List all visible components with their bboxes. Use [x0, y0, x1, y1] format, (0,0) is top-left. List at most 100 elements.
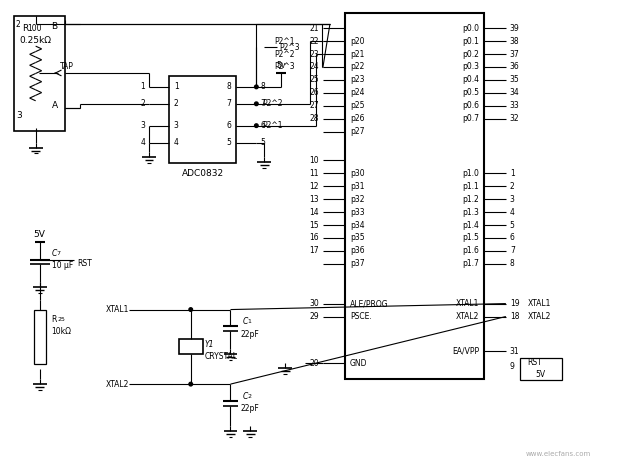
Text: 10 μF: 10 μF: [51, 261, 73, 270]
Text: 26: 26: [310, 88, 319, 97]
Text: 3: 3: [510, 195, 515, 204]
Bar: [169, 76, 237, 164]
Text: 32: 32: [510, 114, 519, 123]
Text: 13: 13: [310, 195, 319, 204]
Text: p27: p27: [350, 127, 364, 136]
Text: 2: 2: [510, 182, 514, 191]
Text: p1.2: p1.2: [462, 195, 479, 204]
Text: XTAL2: XTAL2: [456, 312, 479, 321]
Text: 1: 1: [510, 169, 514, 178]
Text: 8: 8: [510, 259, 514, 268]
Text: 10kΩ: 10kΩ: [51, 327, 72, 336]
Text: EA/VPP: EA/VPP: [452, 347, 479, 356]
Text: 22pF: 22pF: [241, 330, 259, 339]
Text: p22: p22: [350, 63, 364, 71]
Text: 22pF: 22pF: [241, 405, 259, 414]
Text: 6: 6: [510, 234, 515, 243]
Text: 30: 30: [309, 299, 319, 308]
Text: 4: 4: [140, 138, 145, 147]
Text: p0.5: p0.5: [462, 88, 479, 97]
Text: p0.1: p0.1: [462, 37, 479, 46]
Text: B: B: [51, 22, 58, 31]
Text: RST: RST: [77, 259, 92, 268]
Text: C: C: [242, 392, 248, 400]
Text: p1.7: p1.7: [462, 259, 479, 268]
Text: 3: 3: [174, 121, 179, 130]
Text: 100: 100: [28, 24, 42, 33]
Text: p0.4: p0.4: [462, 75, 479, 85]
Circle shape: [189, 382, 193, 386]
Text: Y1: Y1: [205, 340, 214, 349]
Text: p33: p33: [350, 208, 364, 217]
Text: p32: p32: [350, 195, 364, 204]
Text: 17: 17: [310, 246, 319, 255]
Text: 38: 38: [510, 37, 519, 46]
Text: 2: 2: [16, 20, 21, 29]
Text: p23: p23: [350, 75, 364, 85]
Text: 31: 31: [510, 347, 519, 356]
Text: 6: 6: [227, 121, 232, 130]
Text: p1.6: p1.6: [462, 246, 479, 255]
Text: p1.1: p1.1: [462, 182, 479, 191]
Text: 4: 4: [510, 208, 515, 217]
Text: XTAL1: XTAL1: [528, 299, 551, 308]
Text: 22: 22: [310, 37, 319, 46]
Text: TAP: TAP: [60, 62, 73, 71]
Text: 7: 7: [227, 99, 232, 108]
Text: p0.6: p0.6: [462, 101, 479, 110]
Text: 27: 27: [310, 101, 319, 110]
Text: CRYSTAL: CRYSTAL: [205, 352, 237, 361]
Text: 37: 37: [510, 49, 519, 59]
Text: 8: 8: [227, 82, 232, 91]
Text: RST: RST: [528, 358, 543, 367]
Text: p1.0: p1.0: [462, 169, 479, 178]
Text: p36: p36: [350, 246, 364, 255]
Text: p0.3: p0.3: [462, 63, 479, 71]
Bar: [179, 339, 203, 354]
Circle shape: [189, 308, 193, 311]
Text: p1.3: p1.3: [462, 208, 479, 217]
Bar: [14, 16, 65, 131]
Text: 28: 28: [310, 114, 319, 123]
Text: 2: 2: [140, 99, 145, 108]
Text: p1.4: p1.4: [462, 220, 479, 229]
Text: p21: p21: [350, 49, 364, 59]
Text: C: C: [51, 250, 57, 259]
Text: PSCE.: PSCE.: [350, 312, 372, 321]
Text: 2: 2: [247, 393, 251, 399]
Text: 34: 34: [510, 88, 519, 97]
Text: 6: 6: [261, 121, 265, 130]
Circle shape: [254, 102, 258, 106]
Text: 19: 19: [510, 299, 519, 308]
Text: p26: p26: [350, 114, 364, 123]
Text: 2: 2: [174, 99, 178, 108]
Text: XTAL1: XTAL1: [456, 299, 479, 308]
Circle shape: [254, 124, 258, 127]
Text: 35: 35: [510, 75, 519, 85]
Text: 5V: 5V: [536, 370, 546, 379]
Text: 4: 4: [174, 138, 179, 147]
Text: ADC0832: ADC0832: [181, 169, 224, 178]
Text: p35: p35: [350, 234, 364, 243]
Text: 8: 8: [261, 82, 265, 91]
Text: 39: 39: [510, 24, 519, 33]
Text: 1: 1: [174, 82, 178, 91]
Text: 21: 21: [310, 24, 319, 33]
Text: p20: p20: [350, 37, 364, 46]
Text: 1: 1: [140, 82, 145, 91]
Text: 20: 20: [310, 359, 319, 368]
Text: 5: 5: [510, 220, 515, 229]
Bar: [520, 358, 561, 380]
Text: 3: 3: [140, 121, 145, 130]
Text: 7: 7: [57, 251, 60, 257]
Bar: [34, 310, 46, 364]
Text: 5V: 5V: [34, 229, 46, 238]
Text: A: A: [51, 101, 58, 110]
Text: C: C: [242, 317, 248, 326]
Text: GND: GND: [350, 359, 367, 368]
Text: 23: 23: [310, 49, 319, 59]
Text: R: R: [51, 315, 57, 324]
Text: 5: 5: [261, 138, 265, 147]
Text: XTAL2: XTAL2: [528, 312, 551, 321]
Text: 3: 3: [17, 111, 23, 120]
